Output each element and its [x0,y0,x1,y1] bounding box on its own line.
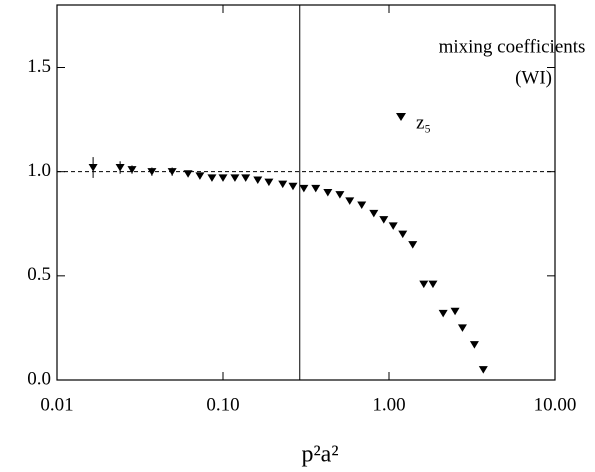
data-point [264,178,274,187]
data-point [379,216,389,224]
data-point [241,174,251,182]
plot-frame [56,4,556,381]
annotation: (WI) [515,67,552,88]
y-tick-label: 0.0 [27,368,51,389]
data-point [438,309,448,318]
data-point [323,189,333,197]
data-point [419,280,429,289]
data-point [450,307,460,316]
data-point [299,184,309,193]
data-point [428,280,438,289]
data-point [469,341,479,349]
data-point [167,168,177,176]
data-point [230,174,240,182]
annotation: mixing coefficients [439,36,586,57]
data-point [115,164,125,172]
x-tick-label: 10.00 [534,394,577,415]
data-point [311,184,321,193]
data-point [457,324,467,332]
legend-marker [396,113,406,121]
data-point [335,191,345,199]
data-point [218,174,228,182]
y-tick-label: 1.5 [27,56,51,77]
data-point [253,176,263,184]
data-point [88,164,98,172]
data-point [288,182,298,191]
data-point [398,230,408,239]
data-point [127,166,137,174]
data-point [183,170,193,178]
data-point [345,197,355,205]
x-tick-label: 0.10 [206,394,239,415]
legend-label: z₅ [416,112,431,133]
x-axis-label: p²a² [301,442,338,468]
data-point [408,241,418,249]
y-tick-label: 0.5 [27,264,51,285]
x-tick-label: 0.01 [40,394,73,415]
data-point [278,180,288,189]
data-point [478,366,488,374]
data-point [195,172,205,180]
data-point [369,209,379,218]
data-point [357,201,367,209]
data-point [207,174,217,182]
data-point [388,222,398,230]
y-tick-label: 1.0 [27,160,51,181]
data-point [147,168,157,176]
x-tick-label: 1.00 [372,394,405,415]
